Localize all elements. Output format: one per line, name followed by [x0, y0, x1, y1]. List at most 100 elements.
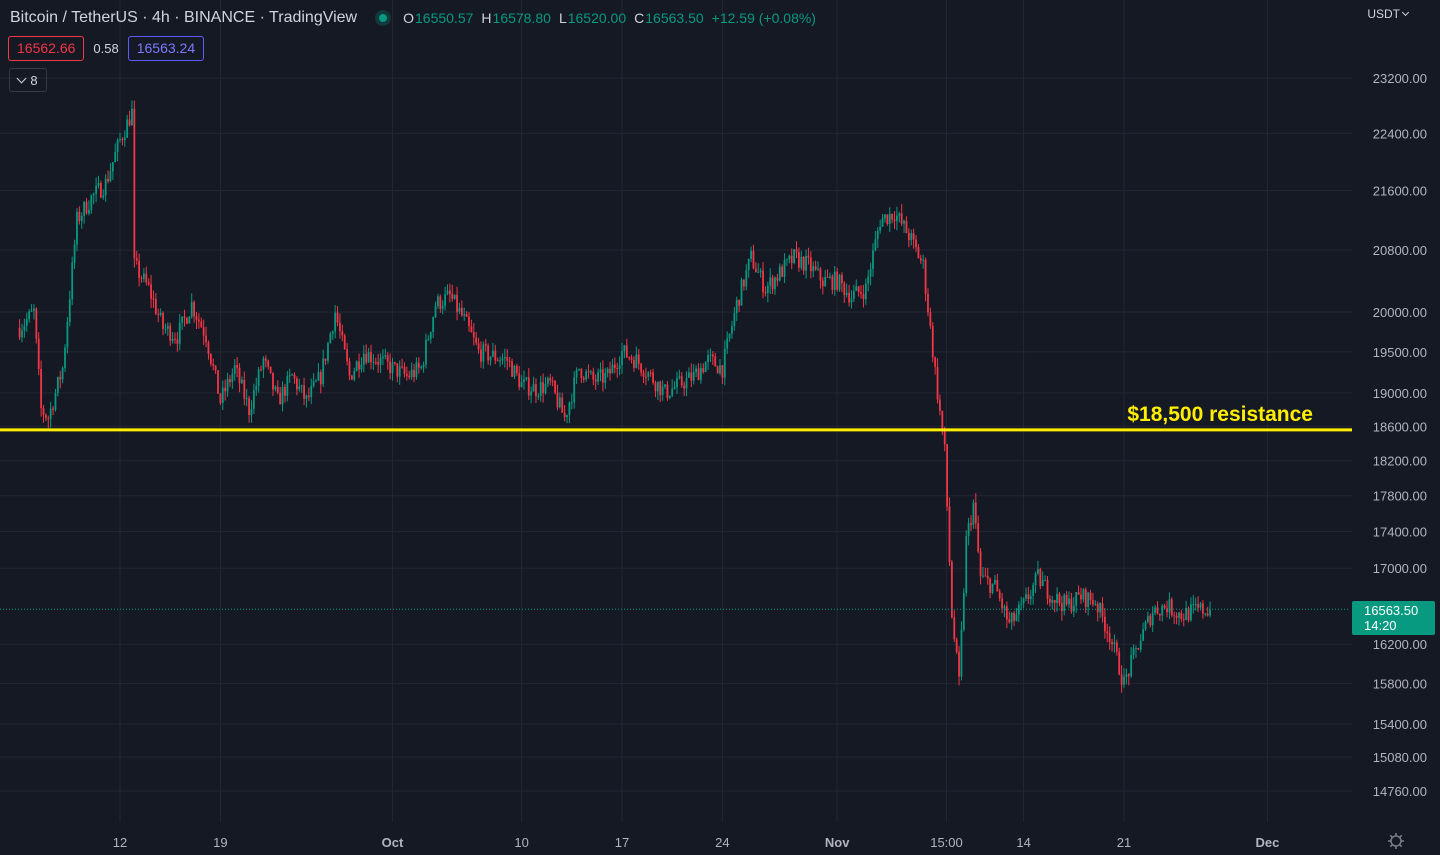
resistance-label: $18,500 resistance — [1127, 403, 1313, 426]
candle-body — [805, 255, 807, 271]
buy-button[interactable]: 16563.24 — [127, 36, 205, 61]
high-key: H — [481, 10, 492, 26]
candle-body — [719, 365, 721, 374]
candle-body — [286, 376, 289, 396]
candle-body — [1037, 568, 1039, 574]
candle-body — [864, 283, 867, 300]
candle-body — [513, 365, 516, 377]
candle-body — [1132, 648, 1135, 655]
candle-body — [370, 351, 372, 363]
candle-body — [1058, 593, 1061, 604]
candle-body — [446, 290, 449, 295]
currency-selector[interactable]: USDT — [1367, 7, 1410, 21]
candle-body — [1063, 594, 1066, 612]
candle-body — [1192, 604, 1195, 606]
candle-body — [1084, 589, 1087, 608]
candle-body — [931, 325, 934, 358]
candle-body — [740, 279, 743, 306]
candle-body — [580, 368, 583, 379]
candle-body — [592, 371, 595, 380]
candle-body — [47, 418, 50, 420]
candle-body — [668, 395, 671, 398]
candle-body — [119, 139, 121, 141]
candle-body — [728, 333, 731, 339]
candle-body — [1156, 607, 1159, 614]
candle-body — [1013, 612, 1015, 621]
candle-body — [950, 561, 953, 618]
candle-body — [869, 269, 872, 277]
gear-icon[interactable] — [1387, 832, 1405, 850]
candle-body — [59, 377, 62, 380]
candle-body — [721, 365, 724, 378]
candle-body — [73, 244, 76, 263]
candle-body — [659, 381, 662, 396]
candle-body — [1111, 642, 1113, 645]
candle-body — [924, 259, 927, 294]
candle-body — [1003, 606, 1006, 609]
candle-body — [547, 377, 549, 384]
candle-body — [264, 358, 267, 361]
candle-body — [757, 271, 760, 273]
candle-body — [186, 318, 188, 324]
candle-body — [503, 357, 506, 359]
candle-body — [147, 282, 150, 285]
candle-body — [678, 376, 681, 379]
candle-body — [23, 325, 26, 331]
candle-body — [224, 387, 227, 392]
symbol-title[interactable]: Bitcoin / TetherUS · 4h · BINANCE · Trad… — [10, 9, 358, 26]
time-tick-label: 12 — [113, 835, 127, 850]
candle-body — [953, 617, 956, 640]
candle-body — [288, 375, 291, 377]
candle-body — [649, 372, 652, 374]
candle-body — [126, 119, 129, 138]
candle-body — [635, 354, 638, 368]
price-axis[interactable]: 23200.00 22400.00 21600.00 20800.00 20000.00… — [1373, 71, 1427, 799]
candle-body — [814, 266, 817, 270]
candle-body — [281, 387, 284, 405]
candle-body — [269, 366, 272, 373]
candle-body — [886, 214, 889, 225]
indicators-count: 8 — [30, 72, 38, 88]
candle-body — [78, 211, 81, 222]
candle-body — [114, 152, 117, 163]
candle-body — [986, 575, 989, 579]
candle-body — [274, 386, 277, 390]
candle-body — [743, 279, 745, 287]
candle-body — [66, 321, 69, 348]
candle-body — [998, 591, 1001, 599]
candle-body — [501, 358, 504, 361]
candle-body — [331, 331, 334, 334]
candle-body — [518, 373, 521, 388]
time-axis[interactable]: 12 19 Oct 10 17 24 Nov 15:00 14 21 Dec — [113, 835, 1280, 850]
candle-body — [1197, 604, 1199, 608]
candle-body — [613, 364, 616, 368]
candle-body — [425, 339, 427, 365]
candle-body — [774, 277, 776, 290]
candle-body — [1170, 599, 1173, 616]
candle-body — [673, 387, 676, 389]
candle-body — [494, 350, 497, 361]
candle-body — [1108, 633, 1111, 643]
candle-body — [35, 308, 38, 339]
candle-body — [1142, 629, 1145, 641]
candle-body — [862, 293, 865, 300]
indicators-toggle[interactable]: 8 — [9, 68, 47, 92]
candle-body — [609, 368, 611, 374]
candle-body — [178, 322, 181, 344]
candle-body — [209, 353, 212, 364]
candle-body — [355, 361, 358, 371]
candle-body — [989, 578, 992, 593]
candle-body — [511, 361, 513, 377]
price-tick-label: 14760.00 — [1373, 784, 1427, 799]
candle-body — [379, 358, 382, 365]
candle-body — [630, 357, 633, 360]
candle-body — [183, 316, 186, 319]
sell-button[interactable]: 16562.66 — [8, 36, 85, 61]
candle-body — [463, 314, 466, 316]
candle-body — [860, 292, 862, 294]
candle-body — [568, 402, 571, 416]
candle-body — [671, 388, 674, 396]
candle-body — [723, 348, 726, 378]
candle-body — [525, 377, 528, 380]
